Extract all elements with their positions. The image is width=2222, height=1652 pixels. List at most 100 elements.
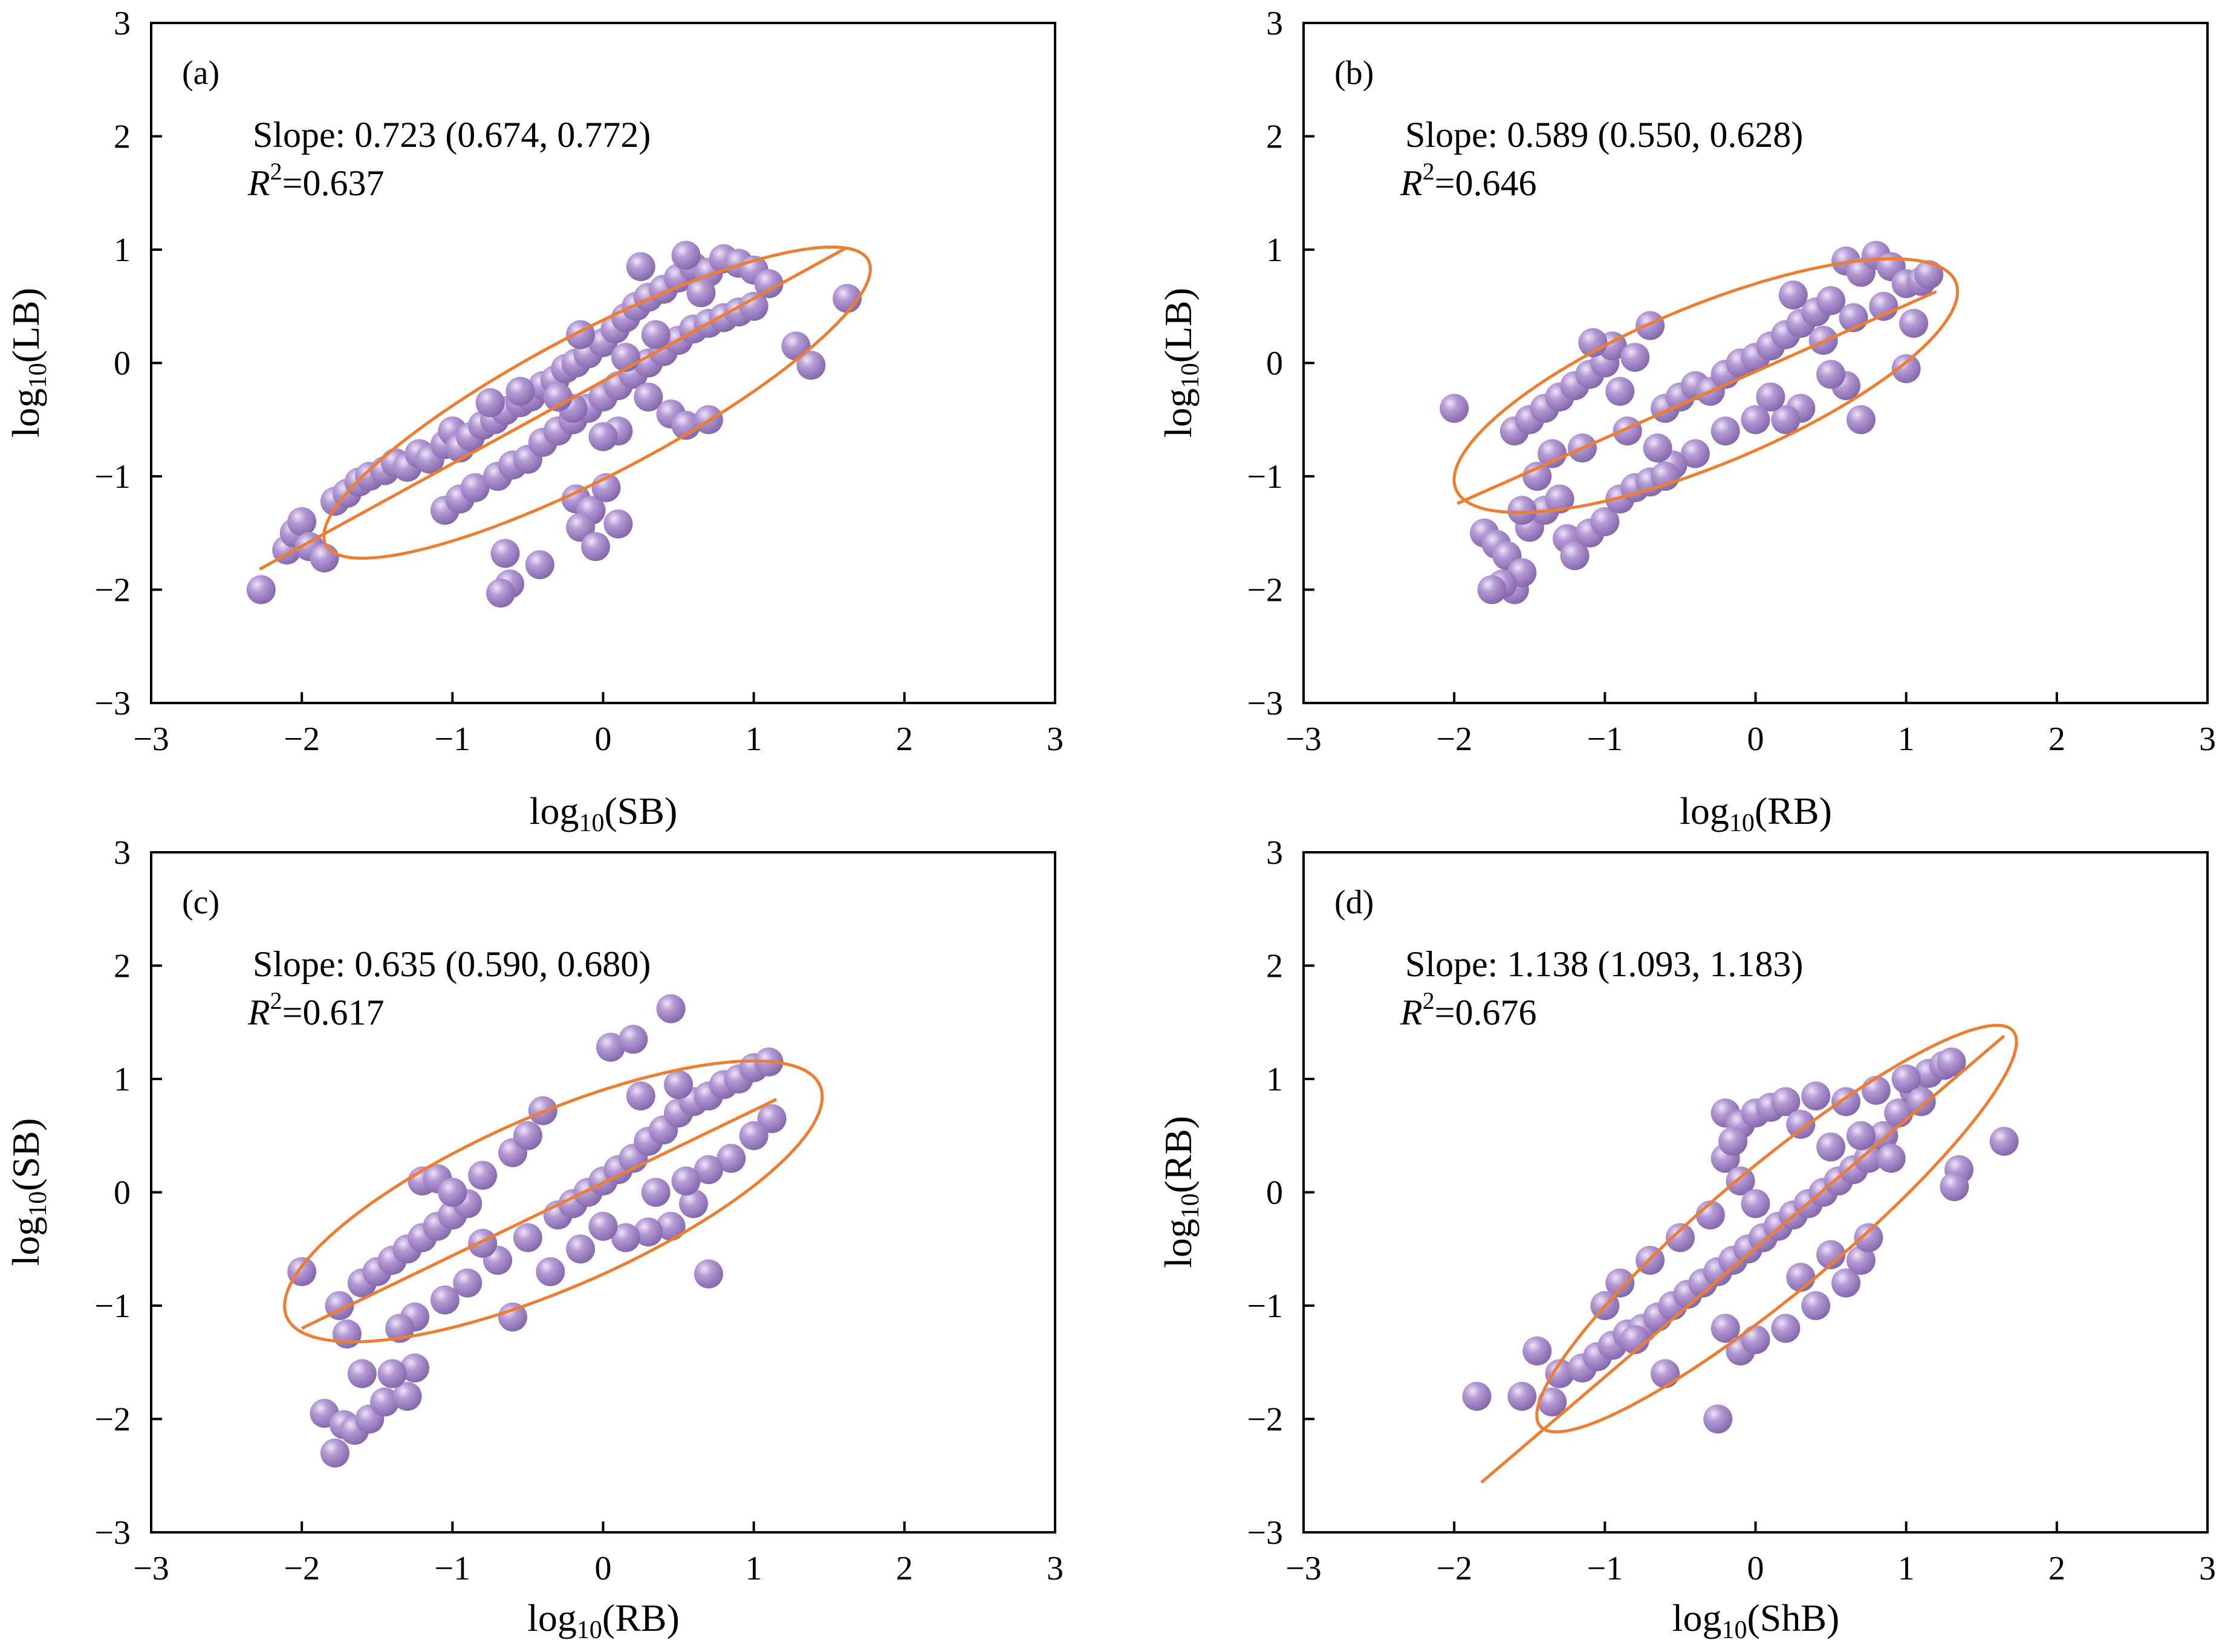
data-point-c (392, 1382, 422, 1411)
data-point-d (1741, 1325, 1770, 1355)
x-tick-label-b: −3 (1285, 721, 1322, 758)
data-point-c (694, 1155, 723, 1184)
data-point-d (1545, 1359, 1574, 1388)
data-point-a (246, 575, 276, 604)
data-point-c (430, 1285, 460, 1315)
data-point-a (796, 351, 826, 380)
panel-label-d: (d) (1334, 884, 1374, 921)
data-point-b (1710, 416, 1740, 445)
fit-line-b (1457, 290, 1937, 505)
data-point-d (1861, 1075, 1891, 1105)
y-tick-label-a: −2 (94, 572, 131, 609)
data-point-d (1940, 1172, 1969, 1202)
data-point-a (581, 532, 611, 562)
fit-line-c (301, 1098, 778, 1330)
data-point-a (671, 241, 701, 270)
confidence-ellipse-b (1452, 257, 1960, 514)
data-point-a (588, 422, 618, 452)
panel-a: (a) Slope: 0.723 (0.674, 0.772) R2=0.637… (4, 5, 1064, 837)
data-point-b (1891, 354, 1921, 383)
y-tick-label-a: 3 (114, 5, 131, 42)
data-point-d (1786, 1110, 1816, 1139)
data-point-c (400, 1353, 430, 1383)
data-point-b (1507, 496, 1537, 525)
data-point-c (679, 1189, 708, 1219)
y-tick-label-d: −2 (1247, 1401, 1283, 1439)
x-tick-label-c: 2 (896, 1550, 913, 1587)
x-tick-label-b: −1 (1587, 721, 1623, 758)
confidence-ellipse-c (283, 1059, 824, 1344)
y-tick-label-d: 3 (1266, 834, 1283, 872)
data-point-a (603, 509, 633, 539)
data-point-d (1801, 1291, 1831, 1320)
data-point-d (1989, 1127, 2019, 1156)
data-point-d (1771, 1314, 1801, 1343)
x-tick-label-b: 0 (1747, 721, 1764, 758)
data-point-c (566, 1234, 596, 1264)
x-tick-label-a: 3 (1047, 721, 1064, 758)
data-point-d (1876, 1144, 1906, 1173)
x-tick-label-a: −2 (284, 721, 320, 758)
data-point-c (332, 1319, 362, 1349)
data-point-c (513, 1121, 542, 1150)
data-point-d (1605, 1268, 1635, 1298)
data-point-a (490, 539, 520, 568)
data-point-d (1538, 1387, 1567, 1417)
data-point-c (626, 1081, 655, 1111)
data-point-c (513, 1223, 542, 1252)
x-tick-label-c: 1 (746, 1550, 762, 1587)
y-tick-label-b: 3 (1266, 5, 1283, 42)
data-point-c (716, 1144, 746, 1173)
data-point-b (1560, 541, 1590, 571)
data-point-d (1462, 1382, 1492, 1411)
data-point-b (1613, 416, 1642, 445)
data-point-a (739, 291, 768, 321)
data-point-c (320, 1438, 349, 1468)
data-point-d (1507, 1382, 1537, 1411)
x-axis-title-b: log10(RB) (1680, 789, 1832, 837)
data-point-a (475, 388, 505, 418)
data-point-b (1522, 462, 1552, 491)
y-tick-label-b: 2 (1266, 118, 1283, 156)
data-point-c (739, 1121, 768, 1150)
data-point-b (1545, 484, 1574, 514)
y-axis-title-d: log10(RB) (1157, 1116, 1204, 1268)
data-point-d (1703, 1404, 1733, 1434)
data-point-d (1816, 1132, 1846, 1162)
data-point-c (656, 1211, 686, 1241)
data-point-b (1816, 286, 1846, 316)
data-point-b (1620, 343, 1650, 372)
data-point-c (596, 1032, 625, 1062)
x-tick-label-d: −3 (1285, 1550, 1322, 1587)
y-tick-label-b: 1 (1266, 232, 1283, 269)
x-tick-label-d: 1 (1898, 1550, 1915, 1587)
r2-text-b: R2=0.646 (1400, 158, 1537, 203)
y-axis-title-a: log10(LB) (4, 288, 52, 438)
data-point-b (1756, 382, 1785, 412)
panel-label-b: (b) (1334, 54, 1374, 92)
data-point-b (1816, 360, 1846, 389)
x-tick-label-d: −1 (1587, 1550, 1623, 1587)
data-point-c (468, 1161, 498, 1190)
x-tick-label-d: −2 (1436, 1550, 1472, 1587)
data-point-c (757, 1104, 787, 1133)
data-point-c (438, 1177, 467, 1207)
data-point-c (468, 1228, 498, 1258)
data-point-d (1891, 1064, 1921, 1093)
y-tick-label-c: 0 (114, 1174, 131, 1212)
data-point-d (1846, 1246, 1876, 1275)
y-tick-label-d: 2 (1266, 948, 1283, 985)
data-point-d (1869, 1121, 1899, 1150)
data-point-d (1522, 1336, 1552, 1365)
y-tick-label-a: 1 (114, 232, 131, 269)
data-point-c (619, 1025, 648, 1054)
data-point-c (671, 1166, 701, 1196)
y-tick-label-c: 2 (114, 948, 131, 985)
panel-b: (b) Slope: 0.589 (0.550, 0.628) R2=0.646… (1157, 5, 2216, 837)
y-tick-label-d: −3 (1247, 1514, 1283, 1552)
data-point-c (347, 1359, 377, 1388)
y-tick-label-d: −1 (1247, 1288, 1283, 1325)
data-point-a (754, 269, 784, 299)
data-point-d (1665, 1223, 1695, 1252)
data-point-d (1854, 1223, 1883, 1252)
